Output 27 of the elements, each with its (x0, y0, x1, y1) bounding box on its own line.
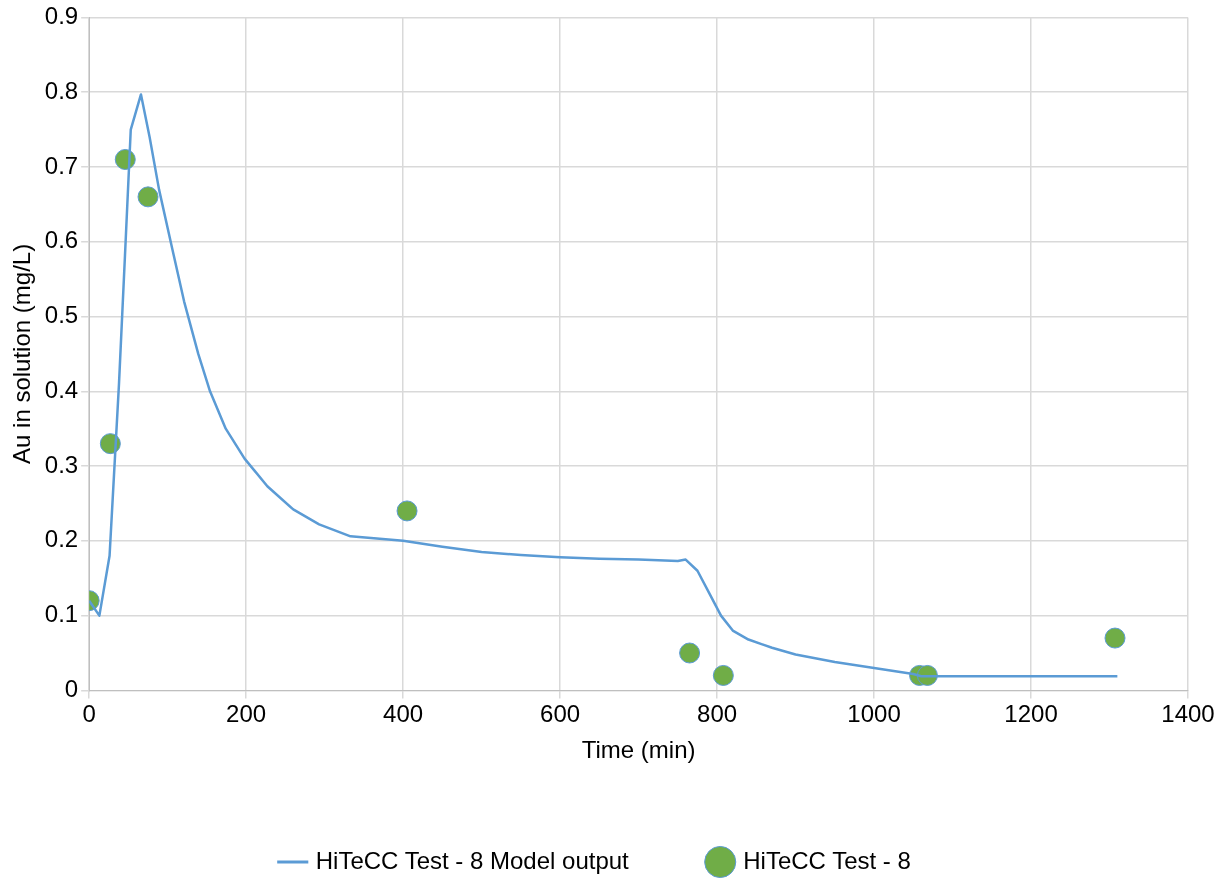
y-tick-label: 0.2 (44, 525, 79, 553)
x-tick-label: 400 (383, 700, 424, 728)
x-axis-title: Time (min) (581, 736, 696, 764)
legend-label: HiTeCC Test - 8 (743, 846, 911, 874)
y-tick-label: 0.7 (44, 151, 79, 179)
point (1104, 627, 1126, 649)
x-tick-label: 1000 (847, 700, 901, 728)
y-tick-label: 0.9 (44, 2, 79, 30)
y-tick-label: 0.1 (44, 600, 79, 628)
point (137, 186, 159, 208)
y-tick-label: 0.4 (44, 375, 79, 403)
y-tick-label: 0.5 (44, 301, 79, 329)
x-tick-label: 800 (697, 700, 738, 728)
x-tick-label: 0 (82, 700, 96, 728)
point (712, 664, 734, 686)
y-tick-label: 0.6 (44, 226, 79, 254)
y-tick-label: 0.8 (44, 76, 79, 104)
legend-label: HiTeCC Test - 8 Model output (315, 846, 630, 874)
point (396, 500, 418, 522)
x-tick-label: 200 (226, 700, 267, 728)
y-axis-title: Au in solution (mg/L) (8, 243, 36, 464)
x-tick-label: 1400 (1161, 700, 1215, 728)
y-tick-label: 0 (64, 675, 79, 703)
x-tick-label: 600 (540, 700, 581, 728)
y-tick-label: 0.3 (44, 450, 79, 478)
point (679, 642, 701, 664)
x-tick-label: 1200 (1004, 700, 1058, 728)
